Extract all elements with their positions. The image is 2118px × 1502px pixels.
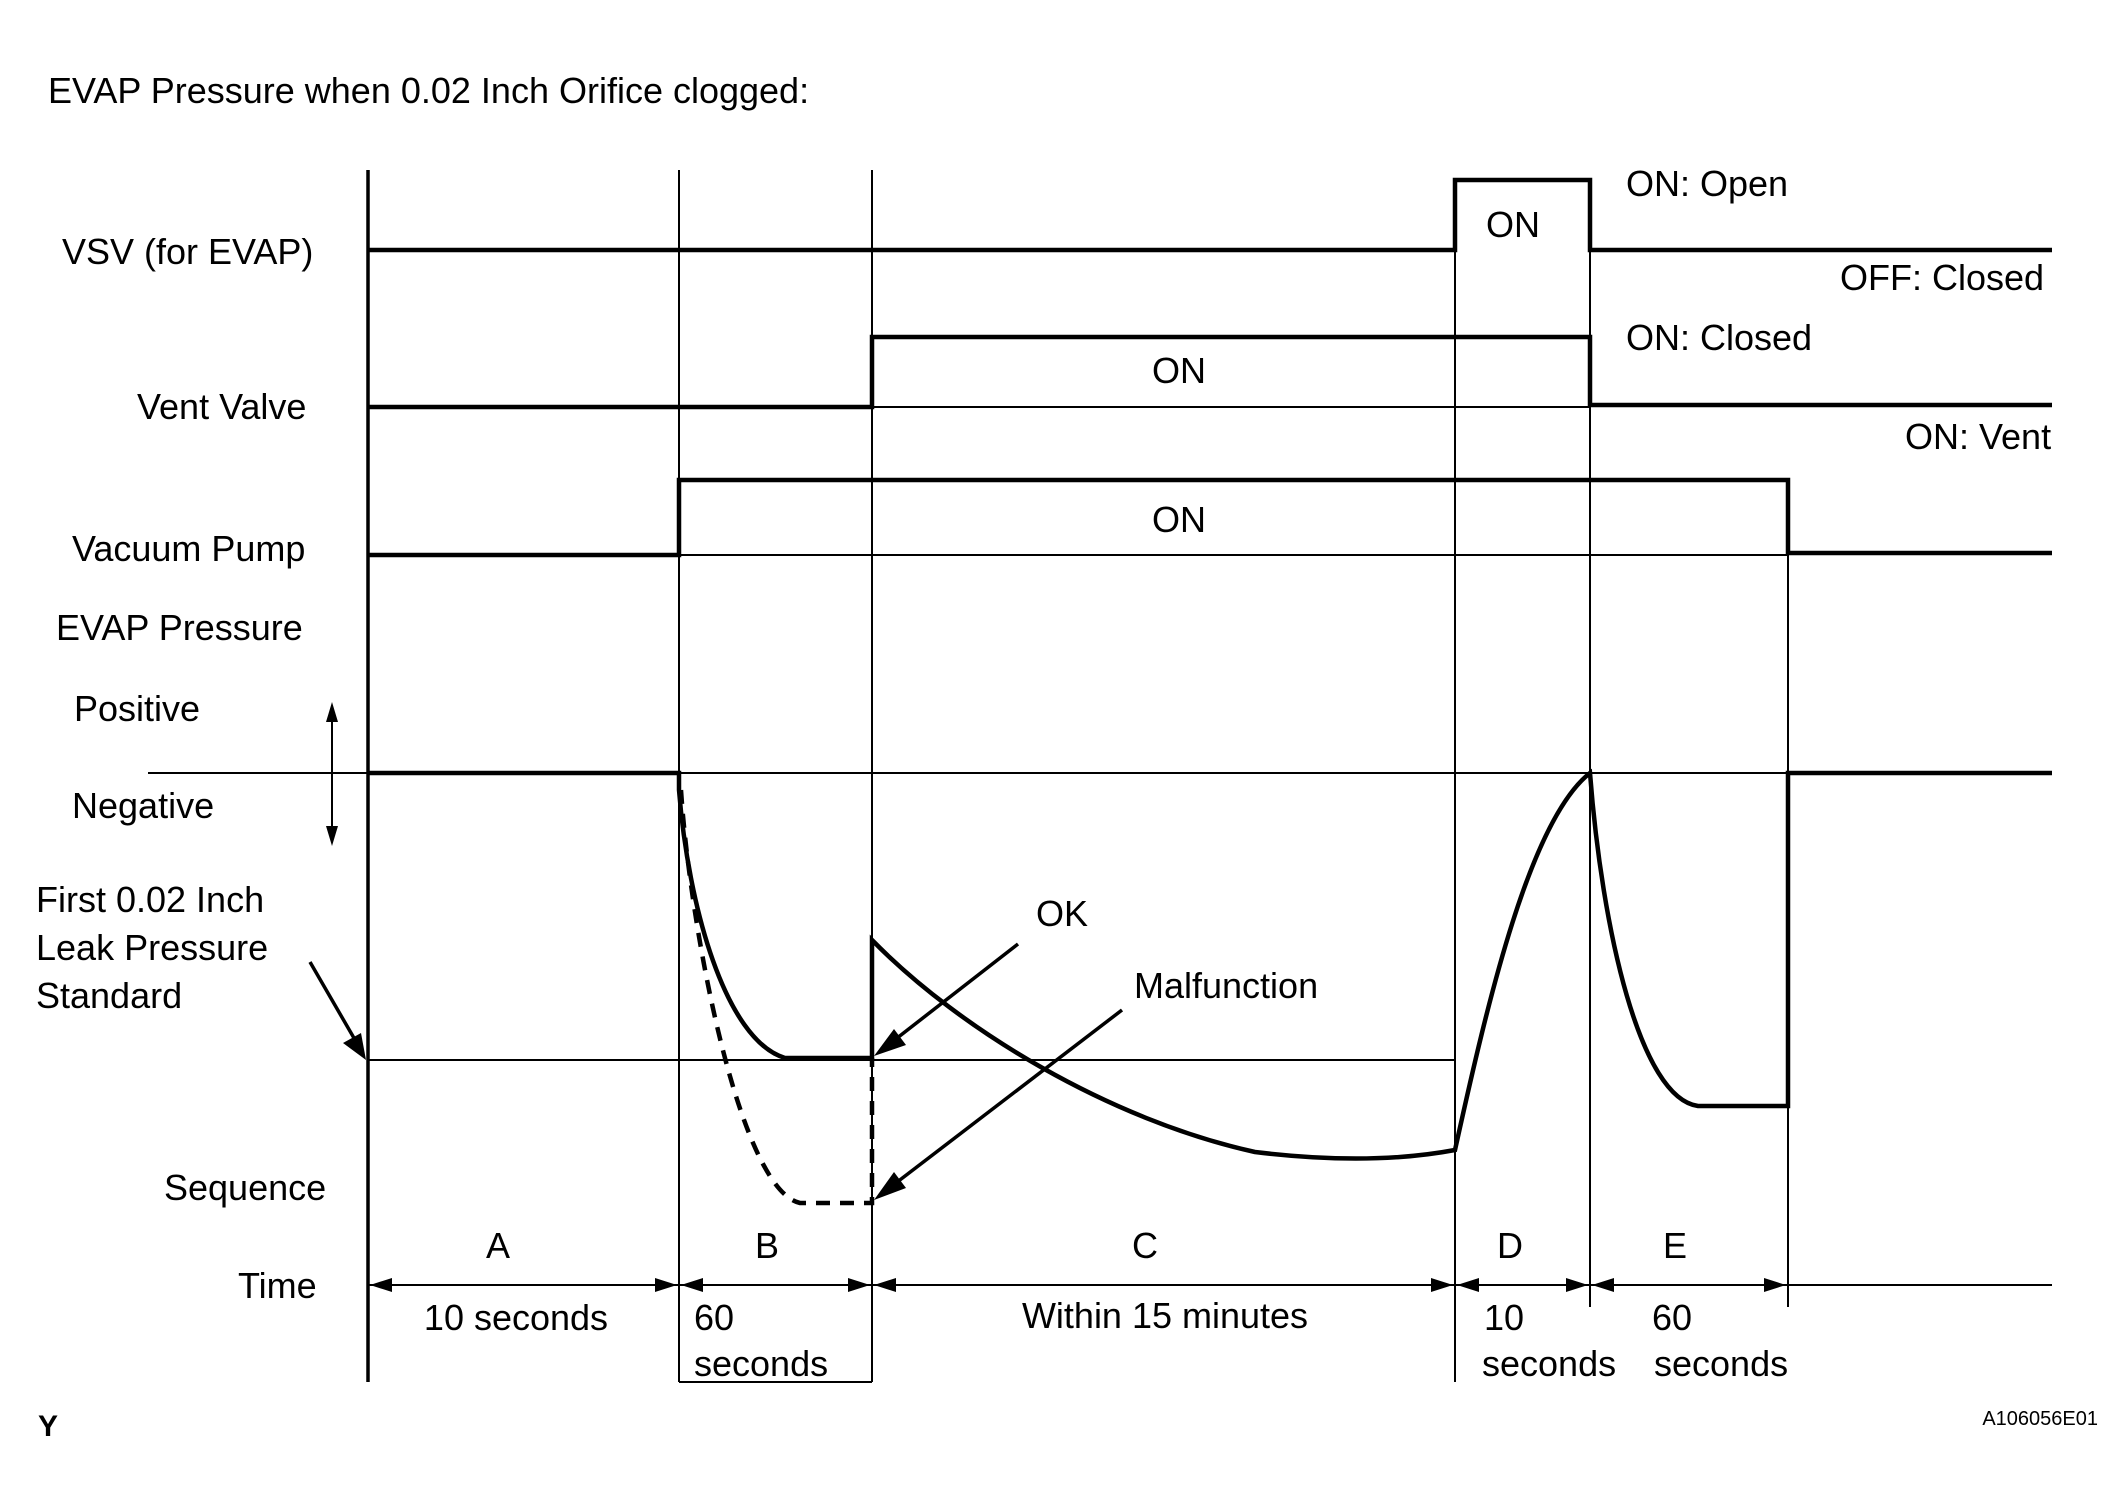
phase-d-duration-line-2: seconds	[1482, 1343, 1616, 1384]
vent-valve-on-state: ON: Closed	[1626, 317, 1812, 358]
sequence-section: Sequence Time A B C D E 10 seconds 60 se…	[164, 1167, 2052, 1384]
phase-c-letter: C	[1132, 1225, 1158, 1266]
standard-label-line-1: First 0.02 Inch	[36, 879, 264, 920]
evap-pressure-label: EVAP Pressure	[56, 607, 303, 648]
positive-label: Positive	[74, 688, 200, 729]
phase-d-letter: D	[1497, 1225, 1523, 1266]
vent-valve-label: Vent Valve	[137, 386, 306, 427]
figure-code: A106056E01	[1982, 1408, 2098, 1430]
vsv-off-state: OFF: Closed	[1840, 257, 2044, 298]
diagram-title: EVAP Pressure when 0.02 Inch Orifice clo…	[48, 70, 809, 111]
standard-label-line-2: Leak Pressure	[36, 927, 268, 968]
phase-e-duration-line-1: 60	[1652, 1297, 1692, 1338]
vsv-row: VSV (for EVAP) ON ON: Open OFF: Closed	[62, 163, 2052, 298]
phase-a-duration: 10 seconds	[424, 1297, 608, 1338]
vacuum-pump-row: Vacuum Pump ON	[72, 477, 2052, 569]
vacuum-pump-label: Vacuum Pump	[72, 528, 305, 569]
negative-label: Negative	[72, 785, 214, 826]
ok-pointer-arrow	[874, 942, 1020, 1056]
vsv-on-state: ON: Open	[1626, 163, 1788, 204]
vsv-label: VSV (for EVAP)	[62, 231, 313, 272]
malfunction-pressure-curve	[678, 789, 875, 1206]
vent-valve-signal-line	[368, 334, 2052, 410]
vent-valve-off-state: ON: Vent	[1905, 416, 2051, 457]
vsv-on-text: ON	[1486, 204, 1540, 245]
phase-e-letter: E	[1663, 1225, 1687, 1266]
evap-pressure-curve	[368, 768, 2052, 1161]
vacuum-pump-on-text: ON	[1152, 499, 1206, 540]
standard-label-line-3: Standard	[36, 975, 182, 1016]
vsv-signal-line	[368, 177, 2052, 253]
phase-a-letter: A	[486, 1225, 510, 1266]
standard-pointer-arrow	[308, 961, 366, 1060]
phase-c-duration: Within 15 minutes	[1022, 1295, 1308, 1336]
vacuum-pump-signal-line	[368, 477, 2052, 558]
phase-boundaries	[366, 170, 1789, 1382]
vent-valve-row: Vent Valve ON ON: Closed ON: Vent	[137, 317, 2052, 457]
malfunction-pointer-arrow	[874, 1008, 1124, 1200]
vent-valve-on-text: ON	[1152, 350, 1206, 391]
corner-mark: Y	[38, 1410, 58, 1443]
ok-label: OK	[1036, 893, 1088, 934]
time-axis-arrows	[370, 1278, 1786, 1292]
phase-e-duration-line-2: seconds	[1654, 1343, 1788, 1384]
evap-pressure-section: EVAP Pressure Positive Negative First 0.…	[36, 607, 2052, 1206]
phase-b-letter: B	[755, 1225, 779, 1266]
time-label: Time	[238, 1265, 317, 1306]
phase-b-duration-line-1: 60	[694, 1297, 734, 1338]
sequence-label: Sequence	[164, 1167, 326, 1208]
phase-d-duration-line-1: 10	[1484, 1297, 1524, 1338]
malfunction-label: Malfunction	[1134, 965, 1318, 1006]
phase-b-duration-line-2: seconds	[694, 1343, 828, 1384]
